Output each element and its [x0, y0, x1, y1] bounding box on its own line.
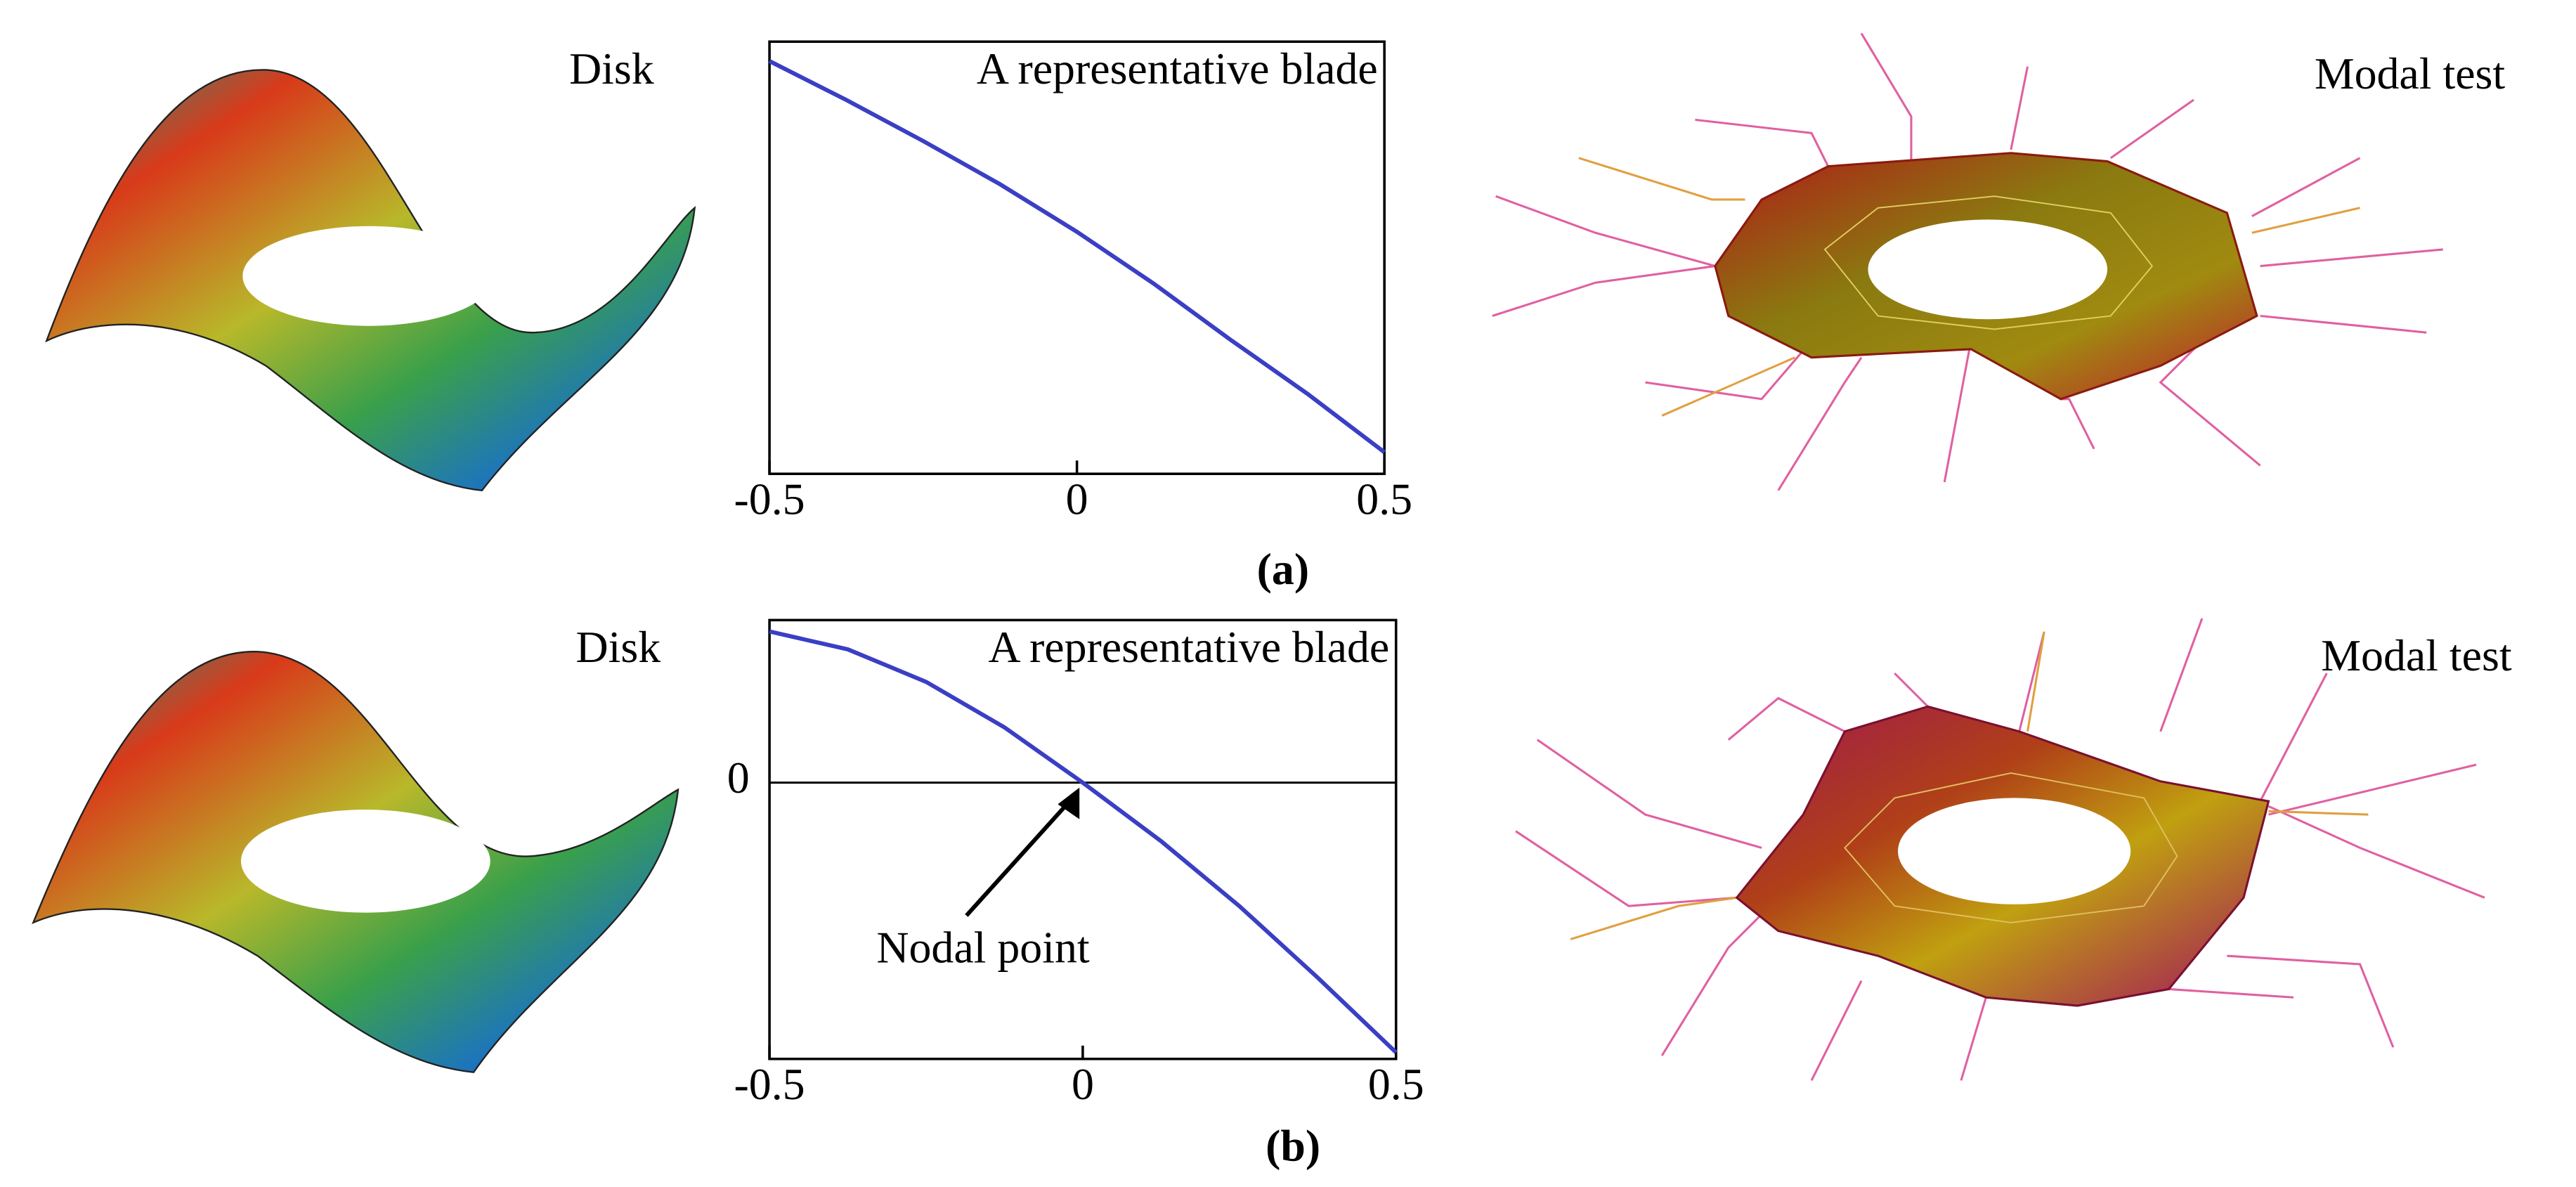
disk-label: Disk — [569, 44, 654, 93]
x-tick-label: -0.5 — [734, 474, 805, 524]
chart-title: A representative blade — [988, 622, 1389, 672]
panel-label: (b) — [1266, 1120, 1320, 1170]
x-tick-label: 0 — [1066, 474, 1088, 524]
panel-label: (a) — [1257, 544, 1309, 594]
blade-curve — [768, 59, 1386, 454]
y-tick-label: 0 — [727, 753, 750, 803]
disk-label: Disk — [576, 622, 661, 672]
x-tick-label: 0.5 — [1356, 474, 1412, 524]
plot-frame — [768, 618, 1398, 1060]
annotation-arrow — [965, 794, 1076, 917]
x-tick-label: 0.5 — [1368, 1059, 1424, 1109]
x-tick-label: 0 — [1072, 1059, 1094, 1109]
modal-label: Modal test — [2315, 48, 2506, 98]
disk-illustration — [32, 651, 679, 1073]
chart-title: A representative blade — [977, 44, 1378, 93]
modal-mesh — [1515, 618, 2485, 1082]
arrow-head — [1058, 787, 1080, 819]
modal-mesh — [1492, 32, 2443, 491]
modal-label: Modal test — [2321, 630, 2512, 680]
disk-illustration — [45, 69, 696, 492]
x-tick-label: -0.5 — [734, 1059, 805, 1109]
blade-curve — [769, 629, 1398, 1054]
annotation: Nodal point — [876, 923, 1089, 973]
